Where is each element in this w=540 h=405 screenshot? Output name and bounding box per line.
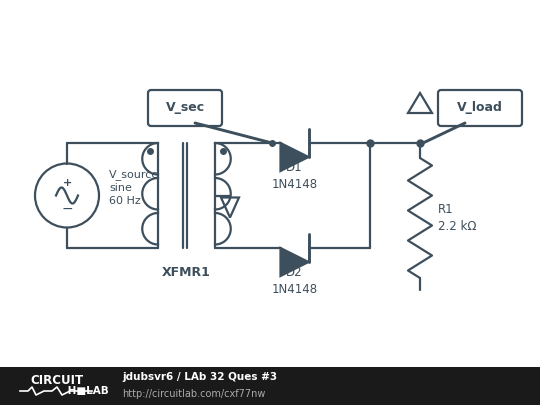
Polygon shape xyxy=(280,143,308,171)
Text: R1
2.2 kΩ: R1 2.2 kΩ xyxy=(438,203,476,233)
Bar xyxy=(0,367,540,405)
Text: H■LAB: H■LAB xyxy=(64,386,109,396)
Text: −: − xyxy=(61,202,73,215)
Text: D1
1N4148: D1 1N4148 xyxy=(272,161,318,191)
FancyBboxPatch shape xyxy=(148,90,222,126)
Text: jdubsvr6 / LAb 32 Ques #3: jdubsvr6 / LAb 32 Ques #3 xyxy=(122,372,277,382)
Text: XFMR1: XFMR1 xyxy=(162,266,211,279)
Text: V_load: V_load xyxy=(457,102,503,115)
Text: http://circuitlab.com/cxf77nw: http://circuitlab.com/cxf77nw xyxy=(122,389,265,399)
Polygon shape xyxy=(408,93,432,113)
Text: D2
1N4148: D2 1N4148 xyxy=(272,266,318,296)
FancyBboxPatch shape xyxy=(438,90,522,126)
Polygon shape xyxy=(221,198,239,217)
Text: CIRCUIT: CIRCUIT xyxy=(30,373,84,386)
Text: V_source
sine
60 Hz: V_source sine 60 Hz xyxy=(109,169,159,206)
Text: V_sec: V_sec xyxy=(165,102,205,115)
Polygon shape xyxy=(280,248,308,276)
Text: +: + xyxy=(63,177,72,188)
